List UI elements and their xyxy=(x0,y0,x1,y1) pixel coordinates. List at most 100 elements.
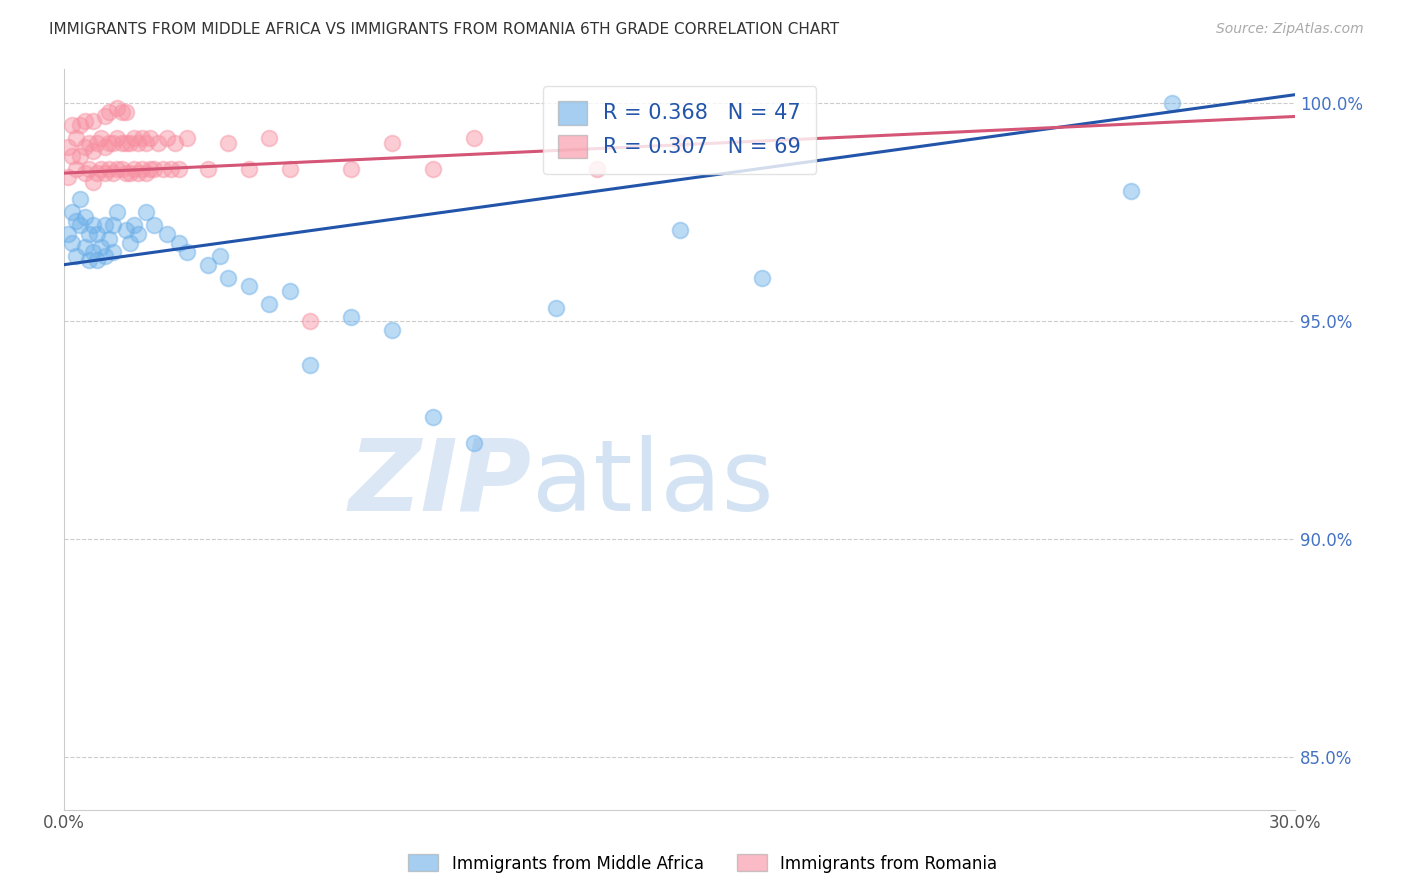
Point xyxy=(86,166,108,180)
Point xyxy=(668,136,690,150)
Point xyxy=(176,244,198,259)
Point xyxy=(586,161,609,176)
Point xyxy=(238,279,260,293)
Point xyxy=(167,235,190,250)
Text: IMMIGRANTS FROM MIDDLE AFRICA VS IMMIGRANTS FROM ROMANIA 6TH GRADE CORRELATION C: IMMIGRANTS FROM MIDDLE AFRICA VS IMMIGRA… xyxy=(49,22,839,37)
Point xyxy=(82,145,104,159)
Point xyxy=(103,244,125,259)
Point xyxy=(103,136,125,150)
Point xyxy=(98,231,121,245)
Point xyxy=(122,161,145,176)
Text: atlas: atlas xyxy=(531,435,773,532)
Text: Source: ZipAtlas.com: Source: ZipAtlas.com xyxy=(1216,22,1364,37)
Point xyxy=(422,161,444,176)
Point xyxy=(105,205,128,219)
Point xyxy=(340,161,363,176)
Point xyxy=(463,131,485,145)
Point xyxy=(238,161,260,176)
Point xyxy=(60,235,83,250)
Point xyxy=(118,166,141,180)
Point xyxy=(148,136,170,150)
Point xyxy=(110,161,132,176)
Point xyxy=(127,227,149,242)
Point xyxy=(65,161,87,176)
Point xyxy=(114,105,136,120)
Point xyxy=(90,131,112,145)
Point xyxy=(56,227,79,242)
Point xyxy=(56,170,79,185)
Point xyxy=(65,249,87,263)
Point xyxy=(98,136,121,150)
Point xyxy=(668,223,690,237)
Point xyxy=(90,240,112,254)
Point xyxy=(139,131,162,145)
Point xyxy=(114,136,136,150)
Point xyxy=(94,166,117,180)
Legend: R = 0.368   N = 47, R = 0.307   N = 69: R = 0.368 N = 47, R = 0.307 N = 69 xyxy=(543,86,817,174)
Point xyxy=(135,205,157,219)
Point xyxy=(60,149,83,163)
Point xyxy=(103,166,125,180)
Point xyxy=(122,219,145,233)
Point xyxy=(73,166,96,180)
Point xyxy=(114,223,136,237)
Point xyxy=(94,110,117,124)
Point xyxy=(156,131,179,145)
Point xyxy=(122,131,145,145)
Point xyxy=(69,219,91,233)
Point xyxy=(176,131,198,145)
Point xyxy=(98,161,121,176)
Point xyxy=(299,314,322,328)
Point xyxy=(1119,184,1142,198)
Point xyxy=(69,149,91,163)
Point xyxy=(110,136,132,150)
Point xyxy=(94,249,117,263)
Point xyxy=(98,105,121,120)
Point xyxy=(86,227,108,242)
Point xyxy=(114,166,136,180)
Point xyxy=(217,270,239,285)
Point xyxy=(69,192,91,206)
Point xyxy=(135,166,157,180)
Point xyxy=(167,161,190,176)
Point xyxy=(86,136,108,150)
Point xyxy=(105,131,128,145)
Point xyxy=(82,219,104,233)
Point xyxy=(299,358,322,372)
Text: ZIP: ZIP xyxy=(349,435,531,532)
Point xyxy=(60,118,83,132)
Point xyxy=(381,323,404,337)
Point xyxy=(65,214,87,228)
Point xyxy=(94,140,117,154)
Point xyxy=(77,253,100,268)
Point xyxy=(463,436,485,450)
Point xyxy=(65,131,87,145)
Point xyxy=(278,284,301,298)
Point xyxy=(1161,96,1184,111)
Point xyxy=(56,140,79,154)
Point xyxy=(60,205,83,219)
Point xyxy=(197,161,219,176)
Point xyxy=(257,297,280,311)
Point xyxy=(546,301,568,316)
Point xyxy=(131,161,153,176)
Point xyxy=(82,175,104,189)
Point xyxy=(422,410,444,425)
Point xyxy=(118,136,141,150)
Point xyxy=(127,136,149,150)
Point xyxy=(77,227,100,242)
Point xyxy=(90,161,112,176)
Point xyxy=(127,166,149,180)
Point xyxy=(208,249,231,263)
Legend: Immigrants from Middle Africa, Immigrants from Romania: Immigrants from Middle Africa, Immigrant… xyxy=(402,847,1004,880)
Point xyxy=(156,227,179,242)
Point xyxy=(103,219,125,233)
Point xyxy=(105,161,128,176)
Point xyxy=(73,113,96,128)
Point xyxy=(86,253,108,268)
Point xyxy=(152,161,174,176)
Point xyxy=(82,113,104,128)
Point xyxy=(159,161,181,176)
Point xyxy=(77,136,100,150)
Point xyxy=(118,235,141,250)
